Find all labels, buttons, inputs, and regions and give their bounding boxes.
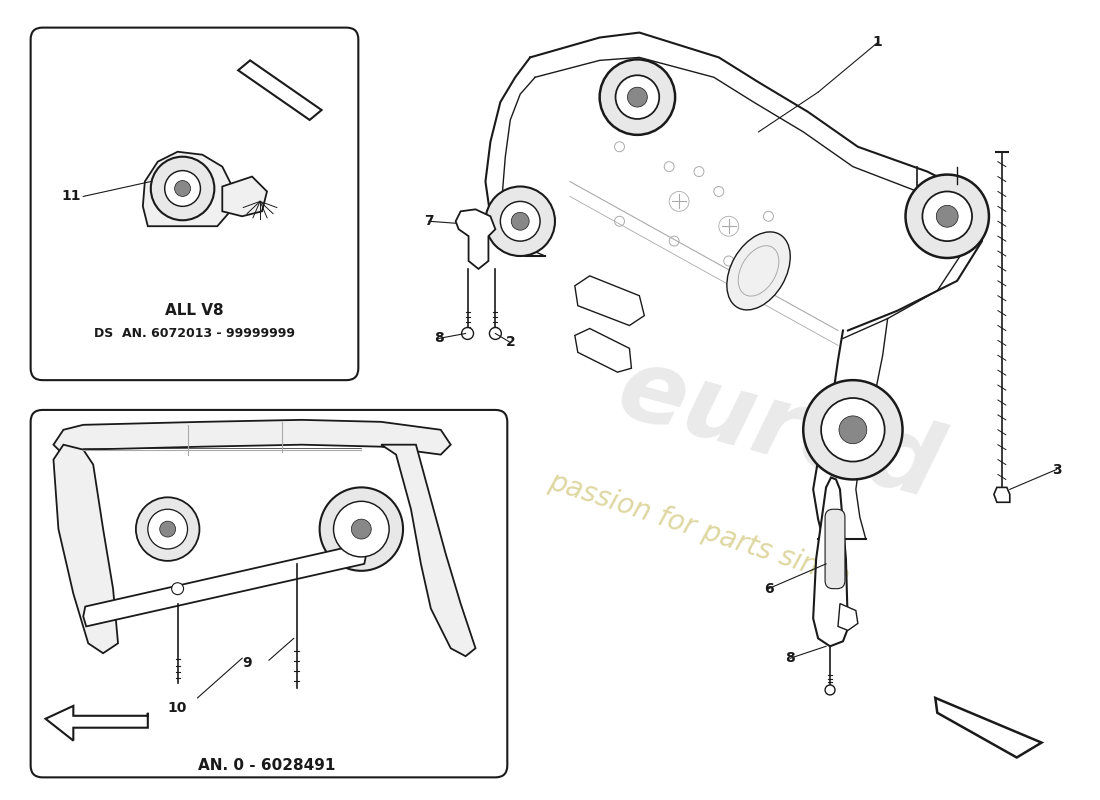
Circle shape xyxy=(616,75,659,119)
Circle shape xyxy=(485,186,556,256)
Circle shape xyxy=(147,510,187,549)
Circle shape xyxy=(151,157,214,220)
Text: passion for parts since: passion for parts since xyxy=(546,467,852,591)
Circle shape xyxy=(600,59,675,135)
Polygon shape xyxy=(222,177,267,216)
Circle shape xyxy=(905,174,989,258)
Circle shape xyxy=(160,521,176,537)
Text: 2: 2 xyxy=(505,335,515,350)
Polygon shape xyxy=(382,445,475,656)
Text: 8: 8 xyxy=(433,331,443,346)
Circle shape xyxy=(172,582,184,594)
Text: 3: 3 xyxy=(1052,462,1062,477)
Circle shape xyxy=(175,181,190,197)
Text: 8: 8 xyxy=(785,651,795,665)
Circle shape xyxy=(839,416,867,444)
Text: DS  AN. 6072013 - 99999999: DS AN. 6072013 - 99999999 xyxy=(94,327,295,340)
Polygon shape xyxy=(239,60,321,120)
Circle shape xyxy=(351,519,372,539)
Circle shape xyxy=(936,206,958,227)
Polygon shape xyxy=(45,706,147,741)
Circle shape xyxy=(490,327,502,339)
Circle shape xyxy=(512,212,529,230)
Polygon shape xyxy=(54,445,118,654)
Circle shape xyxy=(923,191,972,241)
Text: eurod: eurod xyxy=(607,340,949,519)
Polygon shape xyxy=(994,487,1010,502)
Circle shape xyxy=(333,502,389,557)
Text: 10: 10 xyxy=(168,701,187,715)
Polygon shape xyxy=(838,603,858,630)
FancyBboxPatch shape xyxy=(31,410,507,778)
Polygon shape xyxy=(813,478,848,646)
FancyBboxPatch shape xyxy=(825,510,845,589)
Polygon shape xyxy=(575,329,631,372)
Circle shape xyxy=(462,327,473,339)
Polygon shape xyxy=(935,698,1042,758)
Text: AN. 0 - 6028491: AN. 0 - 6028491 xyxy=(198,758,336,773)
Text: 6: 6 xyxy=(763,582,773,596)
Circle shape xyxy=(803,380,902,479)
Polygon shape xyxy=(84,544,366,626)
FancyBboxPatch shape xyxy=(31,28,359,380)
Circle shape xyxy=(165,170,200,206)
Circle shape xyxy=(320,487,403,571)
Polygon shape xyxy=(575,276,645,326)
Ellipse shape xyxy=(727,232,790,310)
Polygon shape xyxy=(143,152,232,226)
Text: 1: 1 xyxy=(872,35,882,50)
Circle shape xyxy=(821,398,884,462)
Polygon shape xyxy=(455,210,495,269)
Text: 7: 7 xyxy=(424,214,433,228)
Text: 11: 11 xyxy=(62,190,81,203)
Circle shape xyxy=(500,202,540,241)
Polygon shape xyxy=(54,420,451,454)
Text: ALL V8: ALL V8 xyxy=(165,303,223,318)
Circle shape xyxy=(627,87,647,107)
Text: 9: 9 xyxy=(242,656,252,670)
Circle shape xyxy=(136,498,199,561)
Circle shape xyxy=(825,685,835,695)
